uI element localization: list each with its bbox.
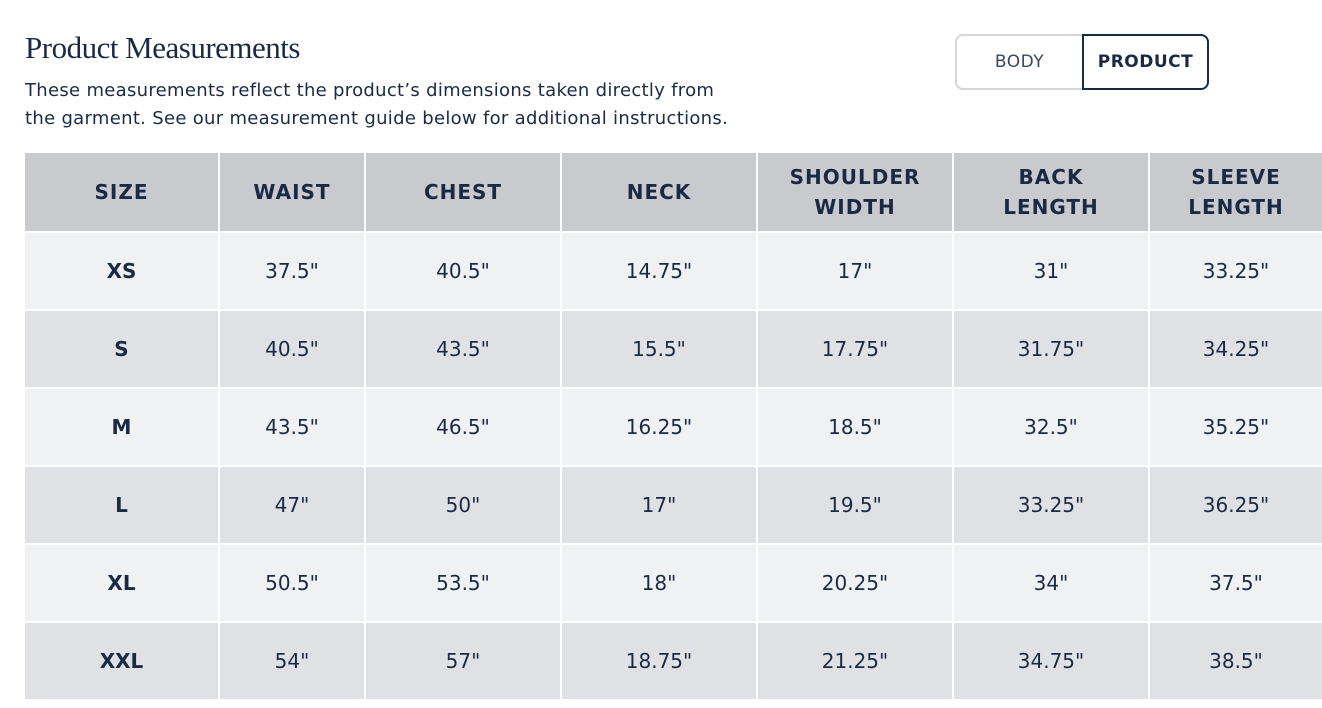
measurement-cell: 40.5"	[364, 232, 561, 311]
table-row: S 40.5" 43.5" 15.5" 17.75" 31.75" 34.25"	[25, 310, 1322, 389]
column-header: BACK LENGTH	[952, 153, 1149, 233]
table-row: XS 37.5" 40.5" 14.75" 17" 31" 33.25"	[25, 232, 1322, 311]
measurement-cell: 57"	[364, 622, 561, 701]
size-cell: XL	[25, 544, 219, 623]
header-row: SIZE WAIST CHEST NECK SHOULDER WIDTH BACK LENGT…	[25, 153, 1322, 233]
header-line: LENGTH	[1188, 195, 1284, 219]
measurement-cell: 53.5"	[364, 544, 561, 623]
view-toggle: BODY PRODUCT	[955, 34, 1209, 90]
column-header: SHOULDER WIDTH	[756, 153, 953, 233]
header-line: BACK	[1018, 165, 1084, 189]
measurement-table: SIZE WAIST CHEST NECK SHOULDER WIDTH BACK LENGT…	[25, 153, 1322, 701]
header-line: CHEST	[423, 180, 503, 204]
table-row: L 47" 50" 17" 19.5" 33.25" 36.25"	[25, 466, 1322, 545]
header-line: LENGTH	[1003, 195, 1099, 219]
header-line: SIZE	[94, 180, 149, 204]
measurement-cell: 20.25"	[756, 544, 953, 623]
measurement-cell: 36.25"	[1148, 466, 1322, 545]
measurement-cell: 46.5"	[364, 388, 561, 467]
header-line: NECK	[626, 180, 692, 204]
measurement-cell: 54"	[218, 622, 365, 701]
description: These measurements reflect the product’s…	[25, 77, 728, 133]
header-line: WAIST	[253, 180, 331, 204]
measurement-cell: 33.25"	[952, 466, 1149, 545]
column-header: NECK	[560, 153, 757, 233]
column-header: WAIST	[218, 153, 365, 233]
header-line: SHOULDER	[789, 165, 921, 189]
toggle-option[interactable]: BODY	[955, 34, 1082, 90]
table-row: XXL 54" 57" 18.75" 21.25" 34.75" 38.5"	[25, 622, 1322, 701]
measurement-cell: 18"	[560, 544, 757, 623]
measurement-cell: 17"	[560, 466, 757, 545]
description-line: the garment. See our measurement guide b…	[25, 108, 729, 129]
measurement-cell: 16.25"	[560, 388, 757, 467]
measurement-cell: 35.25"	[1148, 388, 1322, 467]
column-header: SIZE	[25, 153, 219, 233]
measurement-cell: 32.5"	[952, 388, 1149, 467]
size-cell: S	[25, 310, 219, 389]
measurement-cell: 14.75"	[560, 232, 757, 311]
measurement-cell: 34"	[952, 544, 1149, 623]
measurement-cell: 43.5"	[218, 388, 365, 467]
header-line: SLEEVE	[1191, 165, 1281, 189]
measurement-cell: 33.25"	[1148, 232, 1322, 311]
table-row: XL 50.5" 53.5" 18" 20.25" 34" 37.5"	[25, 544, 1322, 623]
toggle-option[interactable]: PRODUCT	[1082, 34, 1209, 90]
measurement-cell: 50.5"	[218, 544, 365, 623]
description-line: These measurements reflect the product’s…	[25, 80, 715, 101]
measurement-cell: 18.5"	[756, 388, 953, 467]
table-body: XS 37.5" 40.5" 14.75" 17" 31" 33.25" S 40.5" 43.5…	[25, 232, 1322, 701]
size-cell: XS	[25, 232, 219, 311]
header-line: WIDTH	[814, 195, 896, 219]
measurement-cell: 17"	[756, 232, 953, 311]
measurement-cell: 38.5"	[1148, 622, 1322, 701]
measurement-cell: 34.75"	[952, 622, 1149, 701]
measurement-cell: 43.5"	[364, 310, 561, 389]
measurement-cell: 19.5"	[756, 466, 953, 545]
measurement-cell: 50"	[364, 466, 561, 545]
size-cell: XXL	[25, 622, 219, 701]
measurement-cell: 37.5"	[218, 232, 365, 311]
measurement-cell: 15.5"	[560, 310, 757, 389]
column-header: SLEEVE LENGTH	[1148, 153, 1322, 233]
measurement-cell: 17.75"	[756, 310, 953, 389]
table-row: M 43.5" 46.5" 16.25" 18.5" 32.5" 35.25"	[25, 388, 1322, 467]
measurement-cell: 34.25"	[1148, 310, 1322, 389]
size-cell: L	[25, 466, 219, 545]
measurement-cell: 31"	[952, 232, 1149, 311]
measurement-cell: 47"	[218, 466, 365, 545]
measurement-cell: 31.75"	[952, 310, 1149, 389]
measurement-cell: 21.25"	[756, 622, 953, 701]
measurement-cell: 18.75"	[560, 622, 757, 701]
measurement-cell: 37.5"	[1148, 544, 1322, 623]
title: Product Measurements	[25, 30, 300, 65]
measurement-cell: 40.5"	[218, 310, 365, 389]
size-cell: M	[25, 388, 219, 467]
column-header: CHEST	[364, 153, 561, 233]
